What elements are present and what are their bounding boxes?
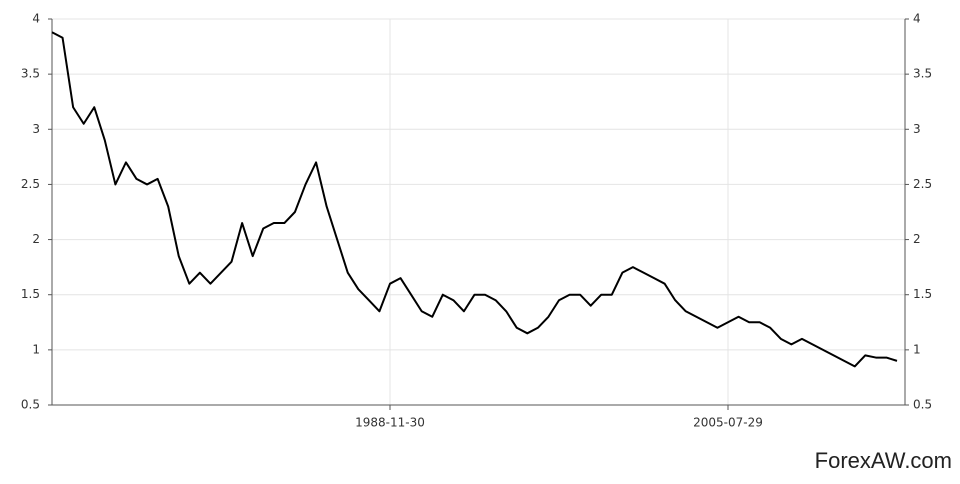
y-tick-label: 1 — [32, 342, 40, 356]
y-tick-label: 4 — [32, 12, 40, 26]
y-tick-label: 3.5 — [21, 67, 40, 81]
y2-tick-label: 1.5 — [913, 287, 932, 301]
y2-tick-label: 3.5 — [913, 67, 932, 81]
x-tick-label: 1988-11-30 — [355, 416, 425, 430]
y-tick-label: 2.5 — [21, 177, 40, 191]
y2-tick-label: 2 — [913, 232, 921, 246]
price-line — [51, 31, 898, 368]
y-tick-label: 2 — [32, 232, 40, 246]
y2-tick-label: 0.5 — [913, 398, 932, 412]
y2-tick-label: 3 — [913, 122, 921, 136]
y-tick-label: 3 — [32, 122, 40, 136]
y2-tick-label: 4 — [913, 12, 921, 26]
watermark: ForexAW.com — [815, 448, 952, 473]
y-tick-label: 1.5 — [21, 287, 40, 301]
x-tick-label: 2005-07-29 — [693, 416, 763, 430]
y-tick-label: 0.5 — [21, 398, 40, 412]
y2-tick-label: 1 — [913, 342, 921, 356]
y2-tick-label: 2.5 — [913, 177, 932, 191]
